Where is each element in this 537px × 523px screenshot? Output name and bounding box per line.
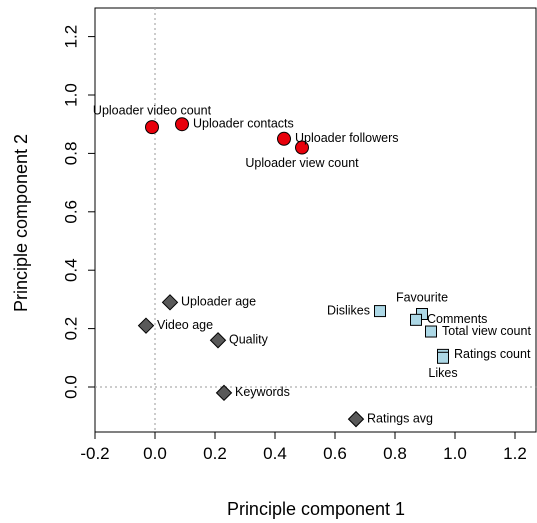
point-label: Quality [229, 333, 269, 347]
x-tick-label: 0.8 [383, 444, 407, 463]
x-tick-label: 1.0 [443, 444, 467, 463]
y-tick-label: 0.2 [61, 317, 80, 341]
reference-lines [95, 8, 537, 432]
y-tick-label: 0.4 [61, 258, 80, 282]
point-label: Uploader followers [295, 131, 399, 145]
point-label: Dislikes [327, 303, 370, 317]
x-tick-label: 0.4 [263, 444, 287, 463]
circle-point [175, 117, 189, 132]
point-label: Comments [427, 312, 487, 326]
y-axis-title: Principle component 2 [11, 134, 31, 312]
y-tick-label: 1.0 [61, 83, 80, 107]
diamond-point [215, 384, 233, 402]
diamond-point [161, 294, 179, 311]
point-label: Ratings avg [367, 411, 433, 425]
plot-border [94, 7, 537, 433]
y-tick-label: 0.0 [61, 375, 80, 399]
point-label: Total view count [442, 324, 531, 338]
point-label: Favourite [396, 290, 448, 304]
x-tick-label: 1.2 [503, 444, 527, 463]
y-tick-label: 0.8 [61, 142, 80, 166]
diamond-point [137, 317, 155, 334]
point-label: Uploader video count [93, 103, 212, 117]
square-point [374, 305, 386, 318]
point-label: Uploader view count [245, 156, 359, 170]
circle-point [277, 131, 291, 146]
square-point [437, 351, 449, 364]
y-tick-label: 0.6 [61, 200, 80, 224]
x-axis: -0.2 0.0 0.2 0.4 0.6 0.8 1.0 1.2 [80, 432, 527, 463]
diamond-point [347, 410, 365, 428]
diamond-point [209, 332, 227, 349]
circle-point [295, 140, 309, 155]
y-tick-label: 1.2 [61, 25, 80, 49]
square-point [410, 313, 422, 326]
point-label: Uploader age [181, 295, 256, 309]
point-label: Ratings count [454, 347, 531, 361]
square-point [425, 325, 437, 338]
plot-area [94, 7, 537, 433]
x-tick-label: 0.6 [323, 444, 347, 463]
x-tick-label: 0.0 [143, 444, 167, 463]
point-label: Keywords [235, 385, 290, 399]
point-label: Video age [157, 318, 213, 332]
circle-point [145, 120, 159, 135]
y-axis: 0.0 0.2 0.4 0.6 0.8 1.0 1.2 [61, 25, 95, 399]
point-label: Uploader contacts [193, 116, 294, 130]
data-points [137, 117, 449, 428]
x-tick-label: -0.2 [80, 444, 109, 463]
x-tick-label: 0.2 [203, 444, 227, 463]
x-axis-title: Principle component 1 [227, 499, 405, 519]
point-label: Likes [428, 366, 457, 380]
